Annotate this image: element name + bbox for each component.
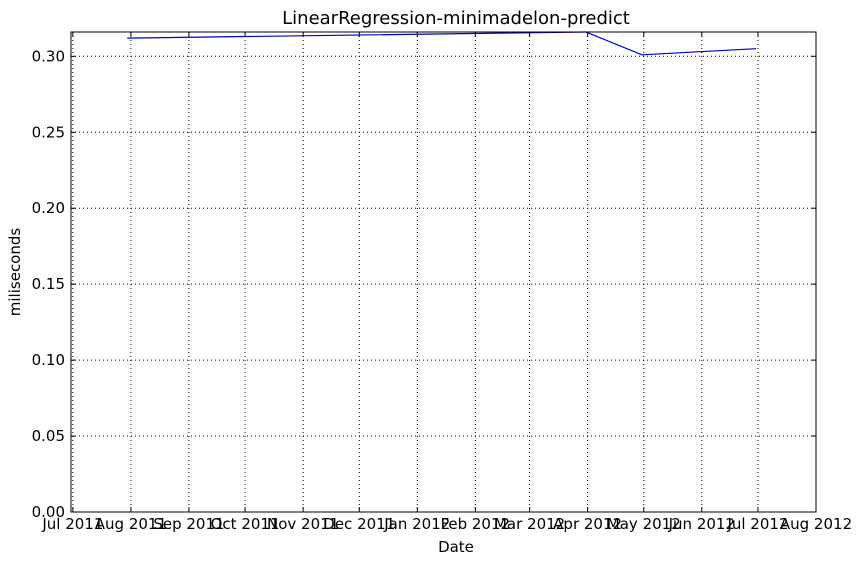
y-tick-label: 0.20 [32,199,65,217]
x-axis-label: Date [438,538,474,556]
grid [71,32,817,513]
y-tick-label: 0.15 [32,275,65,293]
x-tick-label: Aug 2012 [780,515,852,533]
x-tick-label: Apr 2012 [553,515,622,533]
y-tick-label: 0.05 [32,427,65,445]
chart-title: LinearRegression-minimadelon-predict [282,8,630,29]
x-tick-label: Feb 2012 [441,515,511,533]
plot-frame [70,31,817,513]
y-axis-label: miliseconds [6,228,24,317]
y-tick-label: 0.25 [32,123,65,141]
x-tick-label: Dec 2011 [323,515,395,533]
series-group [127,31,757,56]
x-tick-label: Jan 2012 [383,515,450,533]
y-tick-label: 0.10 [32,351,65,369]
y-axis-ticks: 0.00 0.05 0.10 0.15 0.20 0.25 0.30 [32,47,816,521]
x-tick-label: May 2012 [607,515,681,533]
x-tick-label: Jul 2011 [41,515,103,533]
x-tick-label: Mar 2012 [494,515,565,533]
x-tick-label: Jul 2012 [726,515,788,533]
x-tick-label: Nov 2011 [267,515,339,533]
x-tick-label: Oct 2011 [211,515,280,533]
x-tick-label: Aug 2011 [95,515,167,533]
y-tick-label: 0.00 [32,503,65,521]
x-tick-label: Sep 2011 [153,515,224,533]
series-line [127,31,757,56]
x-tick-label: Jun 2012 [668,515,735,533]
y-tick-label: 0.30 [32,47,65,65]
